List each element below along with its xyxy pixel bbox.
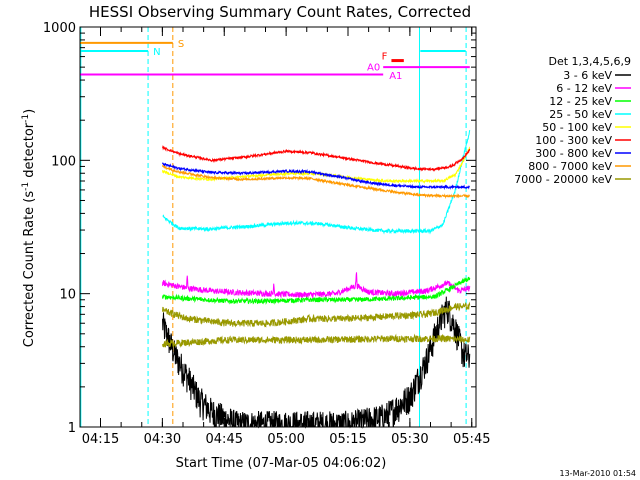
x-axis-label: Start Time (07-Mar-05 04:06:02)	[176, 456, 387, 471]
series-line-2	[162, 276, 471, 305]
legend-label-5: 100 - 300 keV	[535, 134, 612, 147]
legend-label-1: 6 - 12 keV	[556, 82, 612, 95]
series-line-1	[162, 272, 471, 300]
x-tick-label-6: 05:45	[453, 432, 490, 447]
series-line-5	[162, 144, 471, 172]
legend-label-2: 12 - 25 keV	[549, 95, 612, 108]
series-line-7	[162, 164, 470, 199]
x-tick-label-4: 05:15	[329, 432, 366, 447]
x-tick-label-1: 04:30	[144, 432, 181, 447]
x-tick-label-5: 05:30	[391, 432, 428, 447]
series-line-6	[162, 162, 470, 191]
legend-label-6: 300 - 800 keV	[535, 147, 612, 160]
series-line-8	[162, 301, 471, 328]
legend-label-0: 3 - 6 keV	[563, 69, 612, 82]
legend-label-4: 50 - 100 keV	[542, 121, 612, 134]
series-line-0	[162, 296, 471, 429]
legend-label-3: 25 - 50 keV	[549, 108, 612, 121]
chart-title: HESSI Observing Summary Count Rates, Cor…	[89, 3, 471, 21]
y-axis-label: Corrected Count Rate (s-1 detector-1)	[21, 109, 37, 347]
legend-label-8: 7000 - 20000 keV	[514, 173, 612, 186]
annotation-label-5: F	[382, 52, 388, 63]
x-tick-label-0: 04:15	[82, 432, 119, 447]
x-tick-label-2: 04:45	[206, 432, 243, 447]
plot-frame	[79, 26, 477, 428]
series-line-3	[162, 130, 471, 235]
plot-area: S N A0 A1F	[80, 27, 471, 429]
annotation-label-3: A0	[367, 63, 380, 74]
legend-label-7: 800 - 7000 keV	[528, 160, 612, 173]
legend-header: Det 1,3,4,5,6,9	[548, 55, 631, 68]
series-band-8	[162, 333, 471, 348]
axes: 1 10 100 1000 04:15 04:30 04:45 05:00 05:15 05:30…	[43, 21, 491, 447]
y-tick-label-3: 1000	[43, 21, 76, 36]
annotation-label-0: S	[178, 39, 184, 50]
y-tick-label-0: 1	[68, 421, 76, 436]
x-tick-label-3: 05:00	[267, 432, 304, 447]
y-tick-label-2: 100	[51, 154, 76, 169]
y-tick-label-1: 10	[59, 288, 76, 303]
plot-timestamp: 13-Mar-2010 01:54	[560, 469, 637, 478]
annotation-label-1: N	[153, 47, 160, 58]
annotation-label-4: A1	[389, 71, 402, 82]
